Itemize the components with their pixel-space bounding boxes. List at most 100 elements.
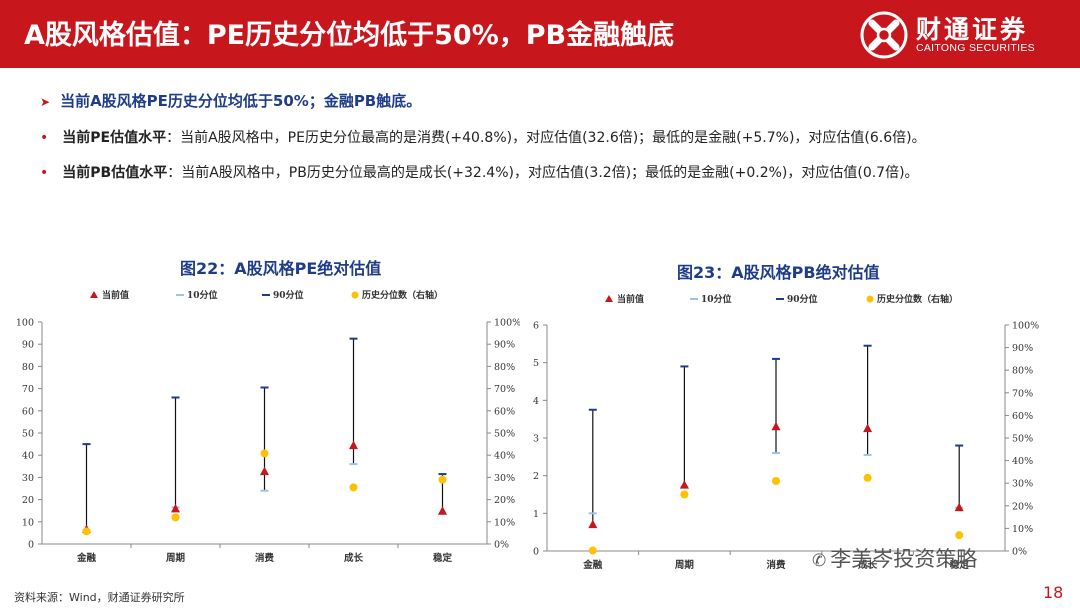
- right-axis-tick-label: 60%: [1012, 411, 1033, 422]
- legend-current-marker: [90, 291, 98, 298]
- page-title: A股风格估值：PE历史分位均低于50%，PB金融触底: [24, 20, 675, 51]
- page-number: 18: [1043, 583, 1064, 602]
- right-axis-tick-label: 70%: [494, 384, 515, 395]
- pe-chart-title: 图22：A股风格PE绝对估值: [180, 259, 382, 278]
- pe-bullet: • 当前PE估值水平：当前A股风格中，PE历史分位最高的是消费(+40.8%)，对…: [40, 127, 926, 147]
- left-axis-tick-label: 6: [533, 321, 539, 332]
- pe-valuation-chart: 0 10 20 30 40 50 60 70 80 90 100 0% 10% 20% 30% 40% 50% 6…: [16, 289, 520, 564]
- watermark-text: 李美岑投资策略: [830, 547, 978, 571]
- legend-p10-label: 10分位: [701, 293, 732, 305]
- arrow-bullet-icon: ➤: [40, 95, 51, 109]
- current-value-marker: [171, 503, 180, 513]
- current-value-marker: [260, 466, 269, 476]
- current-value-marker: [588, 519, 598, 529]
- history-percentile-marker: [349, 483, 358, 492]
- left-axis-tick-label: 90: [22, 340, 34, 351]
- legend-history-label: 历史分位数（右轴）: [362, 289, 443, 301]
- x-axis-category-label: 成长: [858, 559, 878, 571]
- right-axis-tick-label: 50%: [494, 429, 515, 440]
- right-axis-tick-label: 20%: [1012, 501, 1033, 512]
- current-value-marker: [349, 440, 358, 450]
- history-percentile-marker: [955, 531, 964, 540]
- logo-text-en: CAITONG SECURITIES: [916, 42, 1035, 54]
- summary-line: ➤ 当前A股风格PE历史分位均低于50%；金融PB触底。: [40, 90, 421, 111]
- pe-bullet-text: ：当前A股风格中，PE历史分位最高的是消费(+40.8%)，对应估值(32.6倍…: [166, 130, 926, 146]
- pb-bullet-text: ：当前A股风格中，PB历史分位最高的是成长(+32.4%)，对应估值(3.2倍)…: [167, 165, 919, 181]
- summary-text: 当前A股风格PE历史分位均低于50%；金融PB触底。: [60, 92, 422, 110]
- left-axis-tick-label: 80: [22, 362, 34, 373]
- history-percentile-marker: [260, 449, 269, 458]
- right-axis-tick-label: 30%: [1012, 479, 1033, 490]
- x-axis-category-label: 消费: [766, 559, 786, 571]
- caitong-logo-icon: [860, 11, 908, 59]
- legend-p10-label: 10分位: [187, 289, 218, 301]
- history-percentile-marker: [438, 475, 447, 484]
- bullet-dot-icon: •: [40, 130, 49, 146]
- x-axis-category-label: 周期: [166, 552, 185, 564]
- x-axis-category-label: 周期: [675, 559, 694, 571]
- current-value-marker: [954, 502, 964, 512]
- pb-bullet-label: 当前PB估值水平: [62, 165, 168, 181]
- legend-history-marker: [866, 295, 874, 303]
- x-axis-category-label: 稳定: [950, 559, 970, 571]
- current-value-marker: [771, 421, 781, 431]
- history-percentile-marker: [82, 527, 91, 536]
- pb-chart-title: 图23：A股风格PB绝对估值: [677, 263, 880, 282]
- right-axis-tick-label: 10%: [494, 517, 515, 528]
- legend-p90-label: 90分位: [787, 293, 818, 305]
- pe-bullet-label: 当前PE估值水平: [62, 130, 167, 146]
- logo-text-cn: 财通证券: [916, 15, 1029, 44]
- bullet-dot-icon: •: [40, 165, 49, 181]
- pb-valuation-chart: 01234560%10%20%30%40%50%60%70%80%90%100%…: [533, 293, 1039, 571]
- current-value-marker: [438, 506, 447, 515]
- current-value-marker: [863, 423, 873, 433]
- right-axis-tick-label: 50%: [1012, 434, 1033, 445]
- right-axis-tick-label: 90%: [494, 340, 515, 351]
- right-axis-tick-label: 30%: [494, 473, 515, 484]
- data-source: 资料来源：Wind，财通证券研究所: [14, 591, 185, 604]
- right-axis-tick-label: 60%: [494, 406, 515, 417]
- left-axis-tick-label: 20: [22, 495, 34, 506]
- left-axis-tick-label: 60: [22, 406, 34, 417]
- left-axis-tick-label: 50: [22, 429, 34, 440]
- x-axis-category-label: 金融: [76, 552, 97, 564]
- left-axis-tick-label: 3: [533, 434, 539, 445]
- left-axis-tick-label: 4: [533, 396, 539, 407]
- history-percentile-marker: [772, 476, 780, 485]
- left-axis-tick-label: 5: [533, 358, 539, 369]
- right-axis-tick-label: 100%: [494, 318, 520, 329]
- right-axis-tick-label: 0%: [1012, 547, 1027, 558]
- x-axis-category-label: 金融: [582, 559, 603, 571]
- legend-current-label: 当前值: [617, 293, 644, 305]
- left-axis-tick-label: 100: [16, 318, 34, 329]
- left-axis-tick-label: 40: [22, 451, 34, 462]
- right-axis-tick-label: 40%: [1012, 456, 1033, 467]
- left-axis-tick-label: 30: [22, 473, 34, 484]
- history-percentile-marker: [588, 546, 597, 555]
- right-axis-tick-label: 90%: [1012, 343, 1033, 354]
- left-axis-tick-label: 0: [533, 547, 539, 558]
- legend-history-label: 历史分位数（右轴）: [877, 293, 958, 305]
- history-percentile-marker: [863, 473, 872, 482]
- current-value-marker: [679, 480, 689, 489]
- right-axis-tick-label: 80%: [494, 362, 515, 373]
- header-bar: A股风格估值：PE历史分位均低于50%，PB金融触底 财通证券 CAITONG …: [0, 0, 1080, 68]
- left-axis-tick-label: 1: [533, 509, 539, 520]
- right-axis-tick-label: 80%: [1012, 366, 1033, 377]
- right-axis-tick-label: 70%: [1012, 388, 1033, 399]
- legend-history-marker: [351, 291, 359, 299]
- legend-current-marker: [605, 295, 613, 302]
- left-axis-tick-label: 0: [28, 540, 34, 551]
- x-axis-category-label: 成长: [344, 552, 364, 564]
- wechat-icon: ✆: [812, 551, 827, 571]
- pb-bullet: • 当前PB估值水平：当前A股风格中，PB历史分位最高的是成长(+32.4%)，对…: [40, 162, 919, 182]
- right-axis-tick-label: 100%: [1012, 321, 1039, 332]
- right-axis-tick-label: 0%: [494, 540, 509, 551]
- legend-p90-label: 90分位: [273, 289, 304, 301]
- right-axis-tick-label: 20%: [494, 495, 515, 506]
- left-axis-tick-label: 2: [533, 471, 539, 482]
- right-axis-tick-label: 10%: [1012, 524, 1033, 535]
- history-percentile-marker: [680, 490, 689, 499]
- legend-current-label: 当前值: [102, 289, 129, 301]
- history-percentile-marker: [171, 513, 180, 522]
